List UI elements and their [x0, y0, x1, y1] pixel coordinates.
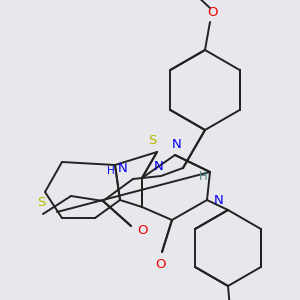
Text: H: H: [107, 166, 115, 176]
Text: N: N: [118, 163, 128, 176]
Text: N: N: [172, 139, 182, 152]
Text: O: O: [138, 224, 148, 238]
Text: N: N: [214, 194, 224, 206]
Text: N: N: [154, 160, 164, 172]
Text: H: H: [199, 169, 207, 182]
Text: S: S: [37, 196, 45, 208]
Text: S: S: [148, 134, 156, 146]
Text: O: O: [207, 5, 217, 19]
Text: O: O: [155, 257, 165, 271]
